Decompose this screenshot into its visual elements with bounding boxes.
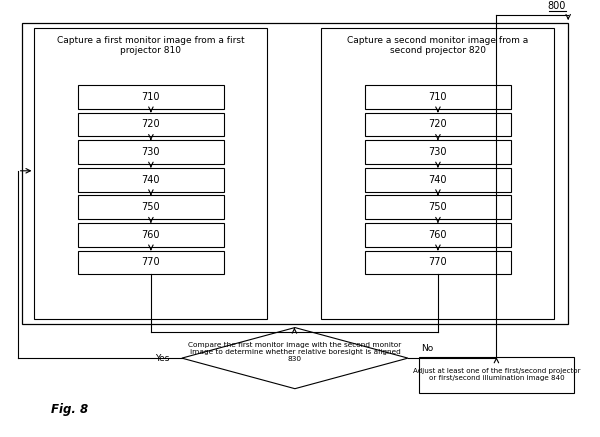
- FancyBboxPatch shape: [78, 168, 224, 191]
- FancyBboxPatch shape: [78, 251, 224, 274]
- Text: 740: 740: [428, 175, 447, 185]
- Text: 760: 760: [428, 230, 447, 240]
- Text: 730: 730: [142, 147, 160, 157]
- FancyBboxPatch shape: [419, 357, 574, 392]
- Text: 770: 770: [428, 257, 447, 267]
- FancyBboxPatch shape: [22, 23, 568, 324]
- FancyBboxPatch shape: [365, 85, 511, 109]
- FancyBboxPatch shape: [78, 223, 224, 247]
- Text: Adjust at least one of the first/second projector
or first/second illumination i: Adjust at least one of the first/second …: [413, 368, 580, 382]
- Text: 710: 710: [428, 92, 447, 102]
- Text: 750: 750: [142, 202, 160, 212]
- Text: No: No: [421, 344, 434, 353]
- FancyBboxPatch shape: [78, 85, 224, 109]
- FancyBboxPatch shape: [322, 28, 554, 319]
- FancyBboxPatch shape: [365, 168, 511, 191]
- Text: 760: 760: [142, 230, 160, 240]
- Text: 750: 750: [428, 202, 447, 212]
- FancyBboxPatch shape: [78, 195, 224, 219]
- Text: 770: 770: [142, 257, 160, 267]
- Text: 720: 720: [142, 119, 160, 129]
- FancyBboxPatch shape: [34, 28, 268, 319]
- FancyBboxPatch shape: [365, 195, 511, 219]
- FancyBboxPatch shape: [78, 113, 224, 136]
- Text: Yes: Yes: [155, 354, 169, 363]
- FancyBboxPatch shape: [365, 113, 511, 136]
- Text: Fig. 8: Fig. 8: [51, 403, 88, 416]
- FancyBboxPatch shape: [78, 140, 224, 164]
- Polygon shape: [182, 328, 408, 388]
- Text: Compare the first monitor image with the second monitor
image to determine wheth: Compare the first monitor image with the…: [188, 342, 401, 362]
- Text: 800: 800: [548, 1, 566, 11]
- Text: Capture a second monitor image from a
second projector 820: Capture a second monitor image from a se…: [347, 36, 529, 55]
- Text: 720: 720: [428, 119, 447, 129]
- FancyBboxPatch shape: [365, 251, 511, 274]
- Text: 730: 730: [428, 147, 447, 157]
- FancyBboxPatch shape: [365, 223, 511, 247]
- Text: 710: 710: [142, 92, 160, 102]
- FancyBboxPatch shape: [365, 140, 511, 164]
- Text: 740: 740: [142, 175, 160, 185]
- Text: Capture a first monitor image from a first
projector 810: Capture a first monitor image from a fir…: [57, 36, 245, 55]
